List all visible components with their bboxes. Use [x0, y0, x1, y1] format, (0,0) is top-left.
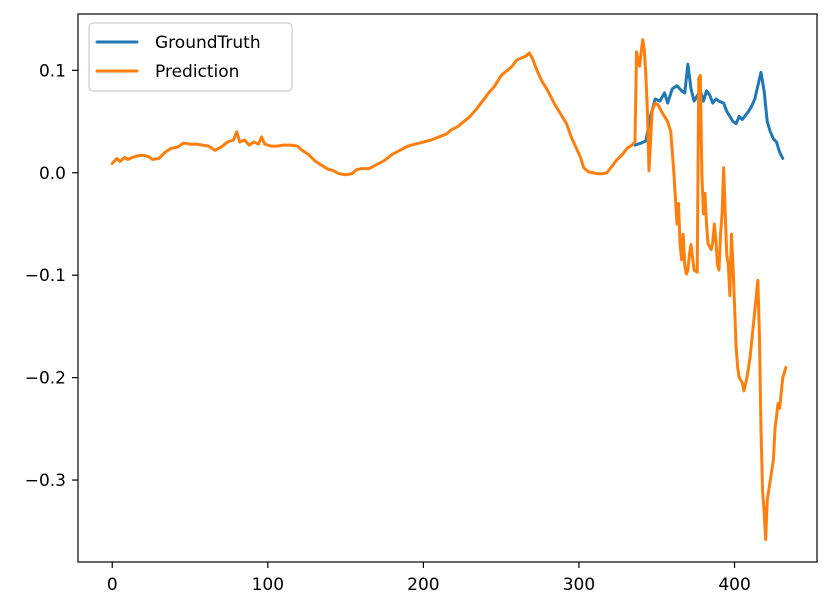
series-layer — [110, 38, 788, 541]
y-tick-label: 0.0 — [39, 164, 66, 184]
series-line-prediction — [110, 38, 788, 541]
x-tick-label: 200 — [407, 575, 439, 595]
y-axis: 0.1 0.0 −0.1 −0.2 −0.3 — [25, 61, 78, 491]
legend-box — [88, 22, 293, 92]
y-tick-label: −0.1 — [25, 266, 66, 286]
y-tick-label: −0.3 — [25, 471, 66, 491]
x-tick-label: 100 — [252, 575, 284, 595]
legend-label-groundtruth: GroundTruth — [155, 33, 261, 53]
y-tick-label: −0.2 — [25, 369, 66, 389]
axes-frame — [77, 13, 818, 563]
x-tick-label: 400 — [718, 575, 750, 595]
series-line-groundtruth — [633, 62, 785, 160]
x-tick-label: 300 — [563, 575, 595, 595]
y-tick-label: 0.1 — [39, 61, 66, 81]
legend: GroundTruth Prediction — [88, 22, 293, 92]
x-axis: 0 100 200 300 400 — [107, 562, 751, 595]
x-tick-label: 0 — [107, 575, 118, 595]
legend-label-prediction: Prediction — [155, 62, 239, 82]
